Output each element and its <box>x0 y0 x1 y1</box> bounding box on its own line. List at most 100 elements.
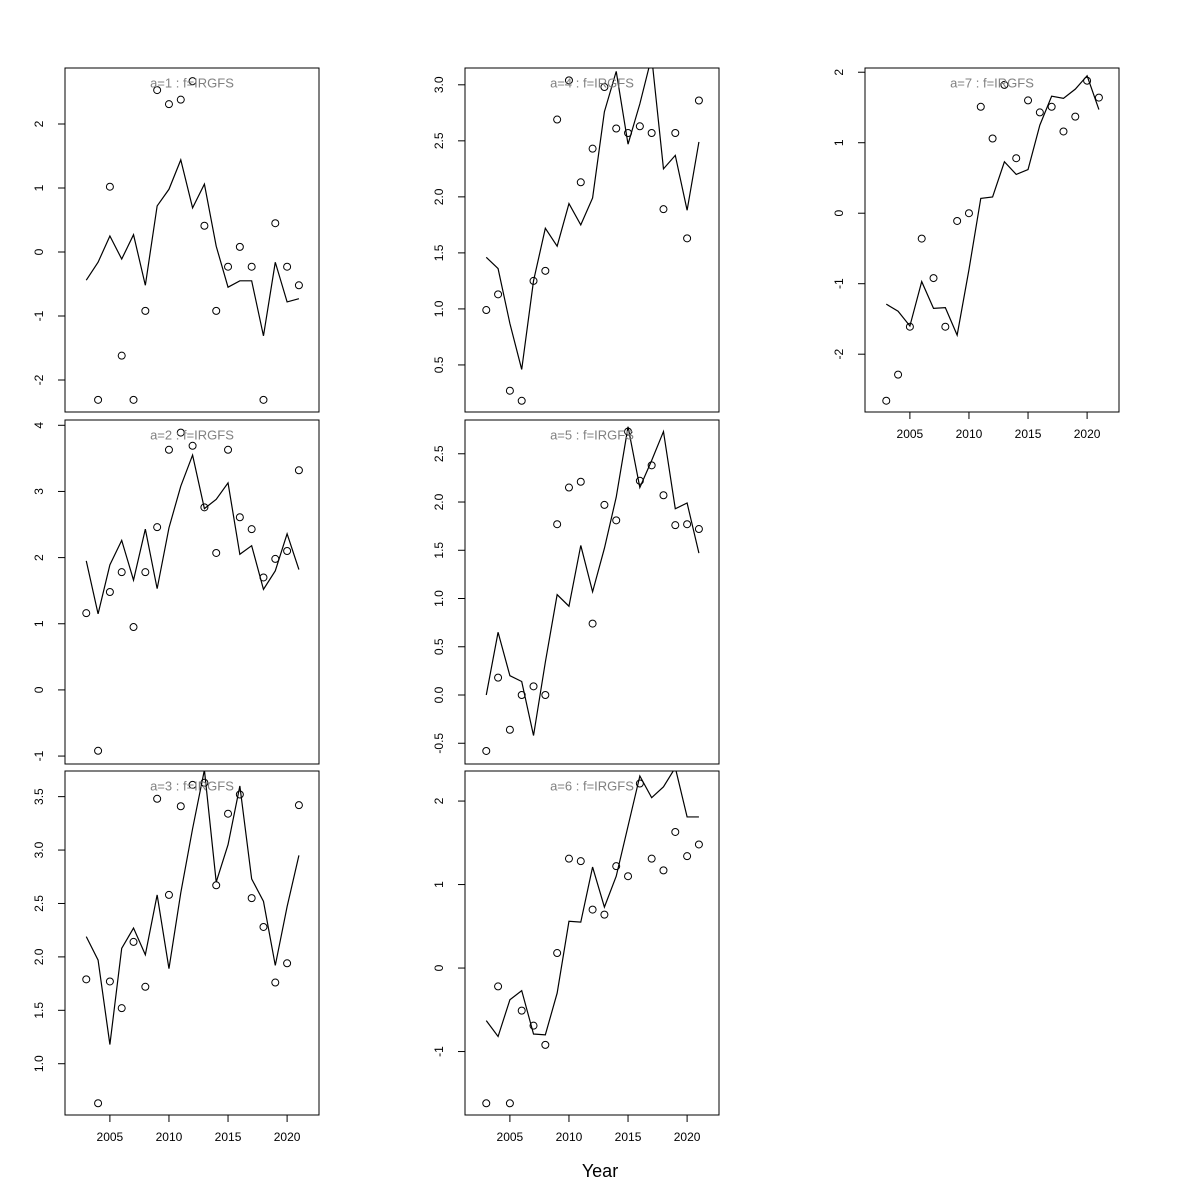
observation <box>141 568 150 577</box>
observation <box>635 122 644 131</box>
observation <box>553 520 562 529</box>
observation <box>683 852 692 861</box>
panel: -0.5 0.0 0.5 1.0 1.5 2.0 2.5 a=5 : f=IRGFS <box>432 419 720 765</box>
observation <box>259 922 268 931</box>
y-tick-label: 1.5 <box>32 1002 46 1019</box>
y-tick-label: 1 <box>832 139 846 146</box>
observation <box>683 234 692 243</box>
y-tick-label: 3 <box>32 488 46 495</box>
plot-area <box>85 77 303 404</box>
panel: -2 -1 0 1 2 a=1 : f=IRGFS <box>32 67 320 413</box>
y-tick-label: 2 <box>32 120 46 127</box>
panel: 1.0 1.5 2.0 2.5 3.0 3.5 2005 2010 2015 2020 a=3 : … <box>32 770 320 1144</box>
y-tick-label: 0 <box>32 248 46 255</box>
observation <box>188 441 197 450</box>
observation <box>141 306 150 315</box>
y-tick-label: 2.5 <box>432 132 446 149</box>
y-tick-label: 2.0 <box>432 188 446 205</box>
y-tick-label: 2.5 <box>32 895 46 912</box>
y-tick-label: 2.0 <box>432 493 446 510</box>
observation <box>588 619 597 628</box>
observation <box>235 790 244 799</box>
x-tick-label: 2010 <box>156 1130 183 1144</box>
observation <box>164 445 173 454</box>
plot-frame <box>864 67 1120 413</box>
observation <box>1047 102 1056 111</box>
observation <box>235 513 244 522</box>
observation <box>247 525 256 534</box>
observation <box>683 520 692 529</box>
observation <box>659 205 668 214</box>
y-tick-label: 1.0 <box>432 300 446 317</box>
observation <box>553 115 562 124</box>
observation <box>894 370 903 379</box>
observation <box>129 395 138 404</box>
plot-area <box>82 771 303 1108</box>
observation <box>94 1099 103 1108</box>
observation <box>94 746 103 755</box>
x-tick-label: 2020 <box>1074 427 1101 441</box>
y-tick-label: 1.5 <box>432 542 446 559</box>
observation <box>117 1004 126 1013</box>
observation <box>576 477 585 486</box>
y-tick-label: -2 <box>832 349 846 360</box>
observation <box>541 691 550 700</box>
y-tick-label: 1 <box>32 184 46 191</box>
plot-area <box>482 771 703 1108</box>
observation <box>141 982 150 991</box>
panel: 0.5 1.0 1.5 2.0 2.5 3.0 a=4 : f=IRGFS <box>432 67 720 413</box>
observation <box>529 682 538 691</box>
observation <box>647 128 656 137</box>
observation <box>1094 93 1103 102</box>
y-tick-label: 0 <box>32 686 46 693</box>
observation <box>976 102 985 111</box>
observation <box>1012 154 1021 163</box>
observation <box>600 500 609 509</box>
observation <box>671 128 680 137</box>
x-tick-label: 2005 <box>897 427 924 441</box>
y-tick-label: 0.5 <box>432 638 446 655</box>
fit-line <box>85 157 300 336</box>
panel-title: a=5 : f=IRGFS <box>550 427 634 442</box>
observation <box>200 221 209 230</box>
fit-line <box>85 771 300 1045</box>
observation <box>129 937 138 946</box>
y-tick-label: 1.0 <box>432 590 446 607</box>
observation <box>188 780 197 789</box>
observation <box>694 525 703 534</box>
plot-frame <box>64 67 320 413</box>
observation <box>505 1099 514 1108</box>
observation <box>612 516 621 525</box>
observation <box>259 395 268 404</box>
y-tick-label: 0.5 <box>432 356 446 373</box>
fit-line <box>885 74 1100 338</box>
plot-frame <box>464 67 720 413</box>
x-axis-label: Year <box>582 1161 618 1181</box>
panel-title: a=3 : f=IRGFS <box>150 778 234 793</box>
y-tick-label: 1.0 <box>32 1055 46 1072</box>
observation <box>600 910 609 919</box>
observation <box>624 872 633 881</box>
observation <box>671 521 680 530</box>
observation <box>271 978 280 987</box>
y-tick-label: 2.5 <box>432 445 446 462</box>
observation <box>271 219 280 228</box>
panel-title: a=1 : f=IRGFS <box>150 75 234 90</box>
y-tick-label: 2.0 <box>32 948 46 965</box>
observation <box>564 854 573 863</box>
y-tick-label: 2 <box>832 69 846 76</box>
observation <box>576 178 585 187</box>
panel: -1 0 1 2 2005 2010 2015 2020 a=6 : f=IRGFS <box>432 770 720 1144</box>
y-tick-label: 1 <box>32 620 46 627</box>
panel-title: a=2 : f=IRGFS <box>150 427 234 442</box>
observation <box>1071 112 1080 121</box>
observation <box>541 266 550 275</box>
observation <box>105 977 114 986</box>
y-tick-label: 2 <box>432 797 446 804</box>
y-tick-label: 0 <box>832 210 846 217</box>
observation <box>917 234 926 243</box>
observation <box>105 182 114 191</box>
observation <box>294 466 303 475</box>
observation <box>600 83 609 92</box>
